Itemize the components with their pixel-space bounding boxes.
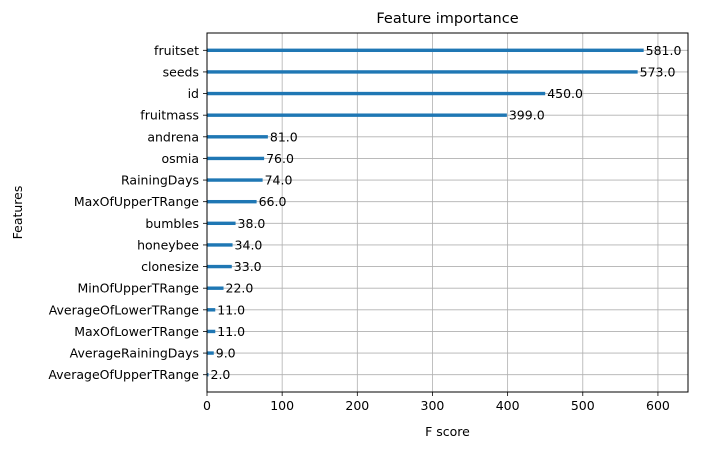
y-tick-label: RainingDays bbox=[121, 173, 199, 188]
y-tick-label: fruitset bbox=[154, 43, 199, 58]
y-tick-label: andrena bbox=[147, 129, 199, 144]
y-tick-label: MinOfUpperTRange bbox=[77, 281, 199, 296]
bar bbox=[207, 372, 209, 377]
y-tick-label: honeybee bbox=[137, 237, 199, 252]
bar-value-label: 573.0 bbox=[640, 64, 676, 79]
y-tick-label: clonesize bbox=[141, 259, 199, 274]
x-tick-label: 600 bbox=[646, 398, 670, 413]
y-tick-label: id bbox=[188, 86, 199, 101]
bar-value-label: 11.0 bbox=[217, 302, 245, 317]
bar bbox=[207, 221, 236, 226]
bar-value-label: 66.0 bbox=[259, 194, 287, 209]
bar bbox=[207, 70, 638, 74]
y-tick-label: fruitmass bbox=[140, 108, 199, 123]
x-tick-label: 100 bbox=[270, 398, 294, 413]
y-tick-label: AverageRainingDays bbox=[70, 346, 199, 361]
bar-value-label: 2.0 bbox=[211, 367, 231, 382]
bar bbox=[207, 286, 224, 290]
y-tick-label: seeds bbox=[163, 64, 199, 79]
x-axis-ticks: 0 100 200 300 400 500 600 bbox=[203, 392, 670, 413]
bar bbox=[207, 199, 257, 204]
y-tick-label: bumbles bbox=[145, 216, 199, 231]
x-tick-label: 500 bbox=[571, 398, 595, 413]
bar bbox=[207, 91, 546, 96]
bar-value-label: 38.0 bbox=[238, 216, 266, 231]
bar-value-label: 22.0 bbox=[226, 281, 254, 296]
bar-value-label: 76.0 bbox=[266, 151, 294, 166]
bar bbox=[207, 178, 263, 182]
bar bbox=[207, 156, 265, 161]
y-tick-label: osmia bbox=[162, 151, 199, 166]
x-tick-label: 300 bbox=[421, 398, 445, 413]
x-tick-label: 200 bbox=[345, 398, 369, 413]
bar-value-label: 11.0 bbox=[217, 324, 245, 339]
bars bbox=[207, 48, 644, 377]
y-axis-label: Features bbox=[10, 186, 25, 240]
bar bbox=[207, 308, 216, 312]
y-tick-label: MaxOfUpperTRange bbox=[74, 194, 199, 209]
bar-value-label: 450.0 bbox=[547, 86, 583, 101]
y-tick-label: MaxOfLowerTRange bbox=[74, 324, 199, 339]
y-tick-label: AverageOfLowerTRange bbox=[49, 302, 200, 317]
bar bbox=[207, 264, 232, 269]
chart-title: Feature importance bbox=[376, 11, 518, 27]
bar-value-label: 399.0 bbox=[509, 108, 545, 123]
bar bbox=[207, 243, 233, 247]
x-tick-label: 0 bbox=[203, 398, 211, 413]
bar-value-label: 9.0 bbox=[216, 346, 236, 361]
plot-frame bbox=[206, 32, 689, 393]
bar bbox=[207, 329, 216, 334]
y-tick-label: AverageOfUpperTRange bbox=[48, 367, 199, 382]
bar-value-label: 74.0 bbox=[265, 173, 293, 188]
bar bbox=[207, 135, 268, 139]
bar-value-label: 581.0 bbox=[646, 43, 682, 58]
bar bbox=[207, 113, 507, 117]
bar-value-label: 34.0 bbox=[235, 237, 263, 252]
bar bbox=[207, 48, 644, 53]
y-axis-ticks: fruitset seeds id fruitmass andrena osmia Rain… bbox=[48, 43, 207, 382]
x-tick-label: 400 bbox=[496, 398, 520, 413]
x-axis-label: F score bbox=[425, 424, 470, 439]
bar-value-label: 33.0 bbox=[234, 259, 262, 274]
bar-value-label: 81.0 bbox=[270, 129, 298, 144]
bar bbox=[207, 351, 214, 355]
